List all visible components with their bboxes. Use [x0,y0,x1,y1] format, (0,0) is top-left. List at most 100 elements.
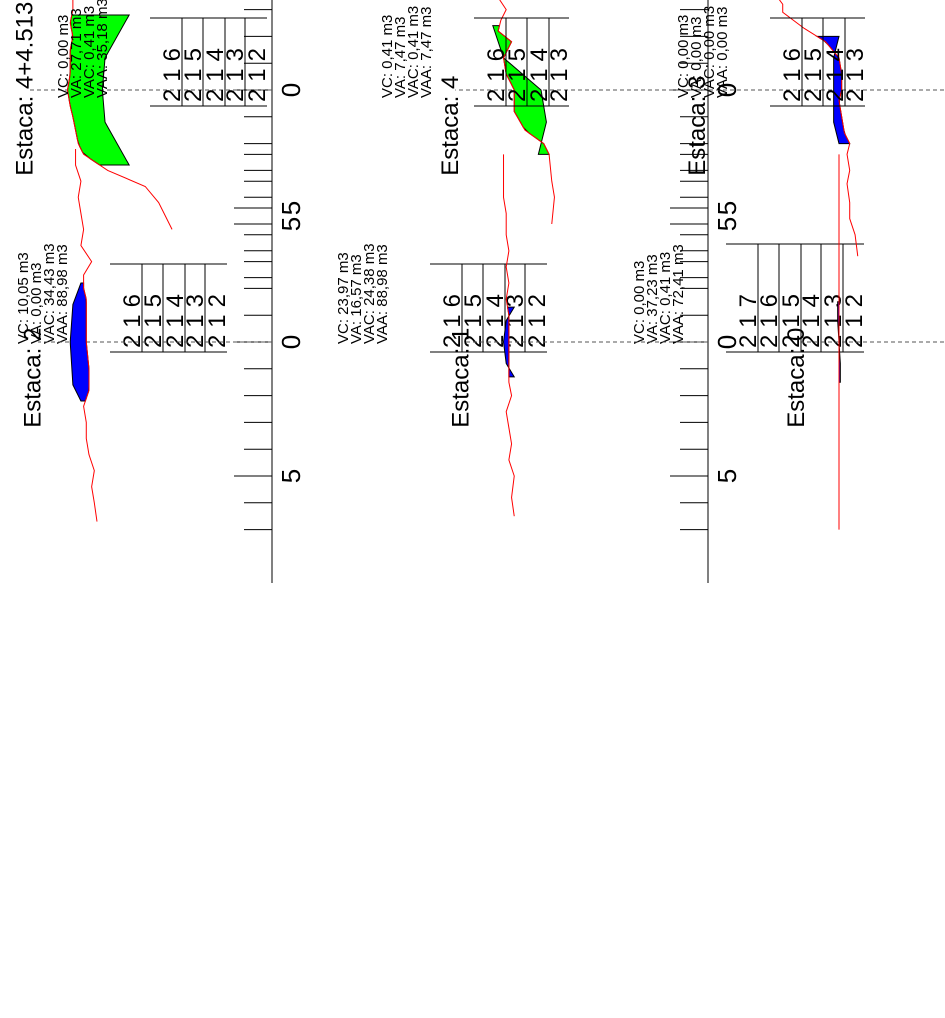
elevation-labels: 217 216 215 214 213 212 [735,294,868,348]
offset-label-center: 0 [276,83,306,97]
section-title: Estaca: 4+4.513 [12,2,39,176]
elevation-label: 212 [841,294,868,348]
section-estaca-1: VC: 0,41 m3 VA: 7,47 m3 VAC: 0,41 m3 VAA… [379,6,742,583]
elevation-label: 213 [820,294,847,348]
elevation-label: 214 [202,48,229,102]
volume-stats: VC: 0,00 m3 VA: 27,71 m3 VAC: 0,41 m3 VA… [55,0,111,98]
offset-labels: 5 0 5 [276,83,306,231]
elevation-label: 214 [162,294,189,348]
stat-vaa: VAA: 88,98 m3 [54,244,71,344]
elevation-label: 214 [526,48,553,102]
offset-label-right: 5 [712,201,742,215]
elevation-label: 212 [204,294,231,348]
elevation-label: 213 [842,48,869,102]
section-title: Estaca: 2 [20,328,47,428]
stat-vaa: VAA: 35,18 m3 [94,0,111,98]
elevation-label: 217 [735,294,762,348]
grid-lines [702,89,945,353]
elevation-label: 215 [778,294,805,348]
stat-vac: VAC: 0,41 m3 [657,252,674,344]
stat-va: VA: 7,47 m3 [392,17,409,98]
stat-vc: VC: 23,97 m3 [335,252,352,344]
offset-label-left: 5 [276,217,306,231]
section-estaca-0: VC: 0,00 m3 VA: 0,00 m3 VAC: 0,00 m3 VAA… [675,6,945,530]
stat-vc: VC: 0,00 m3 [631,261,648,344]
stat-vaa: VAA: 88,98 m3 [374,244,391,344]
elevation-label: 216 [119,294,146,348]
section-title: Estaca: 3 [684,76,711,176]
elevation-label: 214 [798,294,825,348]
terrain-line [503,154,515,517]
elevation-labels: 216 215 214 213 212 [159,48,271,102]
elevation-label: 215 [180,48,207,102]
elevation-labels: 216 215 214 213 212 [119,294,231,348]
elevation-label: 215 [460,294,487,348]
offset-label-right: 5 [276,201,306,215]
stat-vc: VC: 0,41 m3 [379,15,396,98]
offset-label-left: 5 [712,469,742,483]
stat-vac: VAC: 0,41 m3 [405,6,422,98]
section-estaca-4-4513: VC: 10,05 m3 VA: 0,00 m3 VAC: 34,43 m3 V… [12,0,306,353]
profile [837,154,841,530]
offset-labels: 5 0 5 [712,201,742,483]
grid-lines [30,0,273,353]
stat-vac: VAC: 0,41 m3 [81,6,98,98]
grid-lines [466,17,709,583]
elevation-label: 216 [779,48,806,102]
section-estaca-3: VC: 0,00 m3 VA: 37,23 m3 VAC: 0,41 m3 VA… [631,0,945,353]
volume-stats: VC: 0,41 m3 VA: 7,47 m3 VAC: 0,41 m3 VAA… [379,6,435,98]
grid-lines [430,0,709,353]
elevation-label: 213 [546,48,573,102]
volume-stats: VC: 0,00 m3 VA: 37,23 m3 VAC: 0,41 m3 VA… [631,244,687,344]
elevation-label: 213 [222,48,249,102]
profile [739,0,859,257]
profile [69,149,98,522]
elevation-label: 215 [504,48,531,102]
volume-stats: VC: 10,05 m3 VA: 0,00 m3 VAC: 34,43 m3 V… [15,243,71,344]
elevation-labels: 216 215 214 213 [483,48,573,102]
elevation-label: 214 [822,48,849,102]
section-title: Estaca: 1 [448,328,475,428]
terrain-line [739,0,859,257]
elevation-label: 216 [439,294,466,348]
elevation-label: 215 [140,294,167,348]
stat-vaa: VAA: 7,47 m3 [418,7,435,98]
profile [503,154,516,517]
stat-va: VA: 0,00 m3 [688,17,705,98]
profile [492,0,555,225]
section-title: Estaca: 4 [437,76,464,176]
elevation-labels: 216 215 214 213 [779,48,869,102]
stat-va: VA: 37,23 m3 [644,254,661,344]
stat-va: VA: 16,57 m3 [348,254,365,344]
offset-label-left: 5 [276,469,306,483]
stat-vaa: VAA: 0,00 m3 [714,7,731,98]
elevation-label: 213 [182,294,209,348]
stat-vac: VAC: 24,38 m3 [361,243,378,344]
section-estaca-2: VC: 0,00 m3 VA: 27,71 m3 VAC: 0,41 m3 VA… [20,0,306,583]
stat-vac: VAC: 0,00 m3 [701,6,718,98]
elevation-label: 212 [244,48,271,102]
offset-label-center: 0 [276,335,306,349]
stat-vc: VC: 0,00 m3 [55,15,72,98]
profile [67,0,173,230]
offset-labels: 5 0 5 [276,201,306,483]
terrain-line [75,149,98,522]
section-title: Estaca: 0 [783,328,810,428]
elevation-label: 216 [756,294,783,348]
volume-stats: VC: 0,00 m3 VA: 0,00 m3 VAC: 0,00 m3 VAA… [675,6,731,98]
elevation-label: 215 [800,48,827,102]
grid-lines [38,17,273,583]
offset-label-left: 5 [712,217,742,231]
stat-vc: VC: 0,00 m3 [675,15,692,98]
offset-label-center: 0 [712,335,742,349]
volume-stats: VC: 23,97 m3 VA: 16,57 m3 VAC: 24,38 m3 … [335,243,391,344]
elevation-label: 212 [524,294,551,348]
terrain-line [492,0,555,225]
stat-vac: VAC: 34,43 m3 [41,243,58,344]
elevation-label: 216 [159,48,186,102]
stat-va: VA: 27,71 m3 [68,8,85,98]
stat-va: VA: 0,00 m3 [28,263,45,344]
